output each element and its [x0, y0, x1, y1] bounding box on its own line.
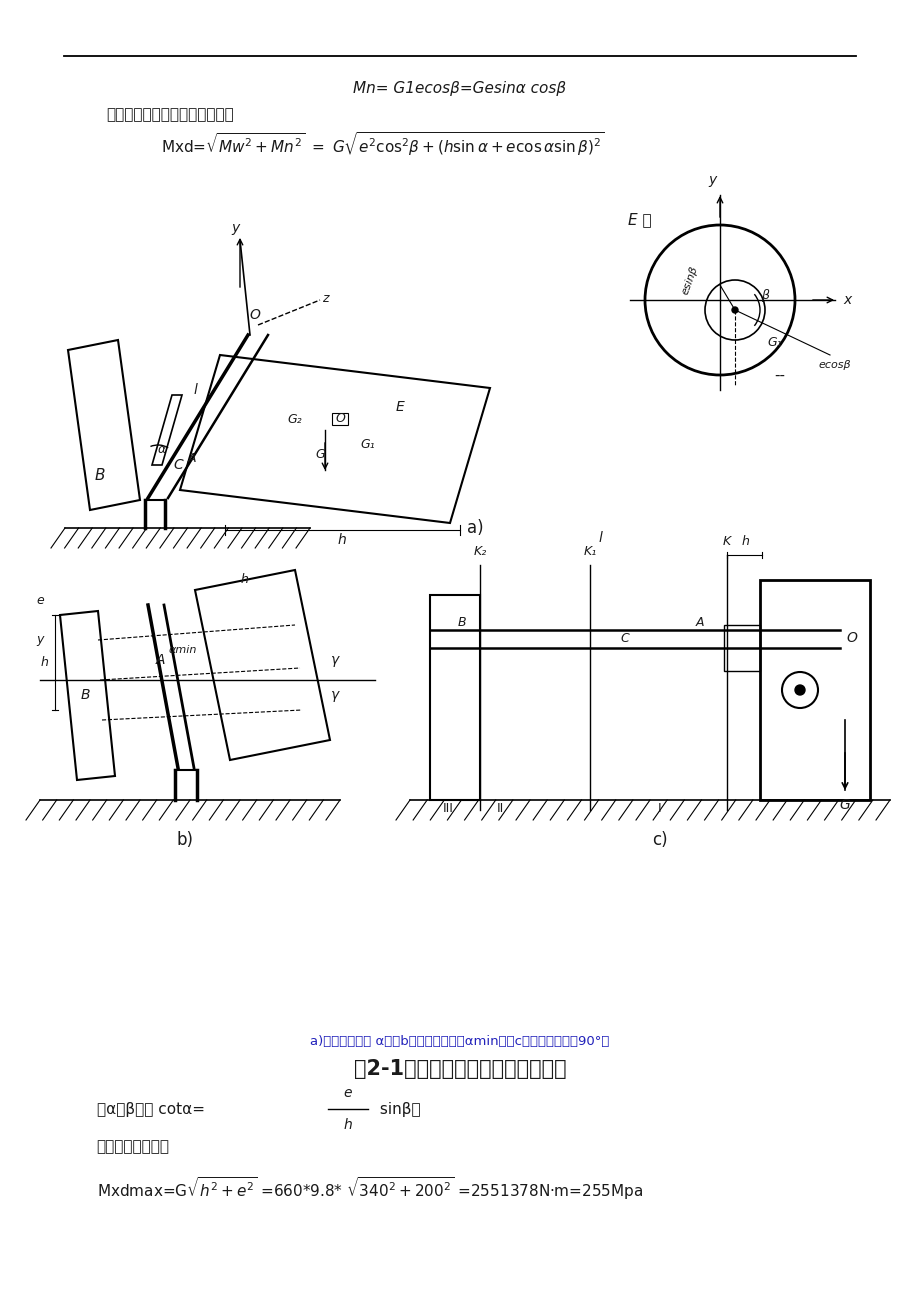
Text: a): a) [466, 519, 482, 536]
Text: B: B [80, 687, 90, 702]
Text: K: K [722, 535, 731, 548]
Text: z: z [322, 292, 328, 305]
Text: e: e [36, 594, 44, 607]
Text: A: A [695, 616, 703, 629]
Text: y: y [707, 173, 715, 187]
Text: h: h [343, 1118, 352, 1133]
Text: h: h [337, 533, 346, 547]
Text: E: E [395, 400, 404, 414]
Text: A: A [187, 452, 196, 465]
Text: γ: γ [331, 687, 339, 702]
Text: c): c) [652, 831, 667, 849]
Text: b): b) [176, 831, 193, 849]
Text: esinβ: esinβ [679, 264, 699, 296]
Text: O: O [249, 309, 260, 322]
Text: 按照第三强度理论折算当量弯矩: 按照第三强度理论折算当量弯矩 [106, 107, 233, 122]
Text: e: e [343, 1086, 352, 1100]
Text: G₁: G₁ [360, 439, 375, 452]
Text: x: x [842, 293, 850, 307]
Text: αmin: αmin [168, 644, 197, 655]
Text: y: y [231, 221, 239, 234]
Text: l: l [193, 383, 197, 397]
Text: O: O [845, 631, 857, 644]
Text: γ: γ [331, 654, 339, 667]
Text: a)回转轴倾角为 α时；b）回转轴倾角为αmin时；c）回转轴倾角为90°时: a)回转轴倾角为 α时；b）回转轴倾角为αmin时；c）回转轴倾角为90°时 [310, 1035, 609, 1048]
Text: 当量弯矩有最大值: 当量弯矩有最大值 [96, 1139, 169, 1155]
Text: α: α [158, 444, 166, 457]
Text: C: C [620, 631, 629, 644]
Text: K₂: K₂ [473, 546, 486, 559]
Text: β: β [760, 289, 768, 302]
Text: II: II [496, 802, 503, 815]
Bar [759, 579, 869, 799]
Text: K₁: K₁ [583, 546, 596, 559]
Text: y: y [36, 634, 43, 647]
Text: C: C [173, 458, 183, 473]
Text: G: G [315, 448, 324, 461]
Text: 当α与β满足 cotα=: 当α与β满足 cotα= [96, 1101, 204, 1117]
Ellipse shape [794, 685, 804, 695]
Text: --: -- [774, 367, 785, 383]
Text: sinβ时: sinβ时 [375, 1101, 421, 1117]
Text: E 向: E 向 [628, 212, 651, 228]
Text: Mxdmax=G$\sqrt{h^2+e^2}$ =660*9.8* $\sqrt{340^2+200^2}$ =2551378N·m=255Mpa: Mxdmax=G$\sqrt{h^2+e^2}$ =660*9.8* $\sqr… [96, 1176, 642, 1202]
Text: 图2-1焊接变位机回转机构受力状态: 图2-1焊接变位机回转机构受力状态 [353, 1059, 566, 1079]
Text: h: h [41, 656, 49, 669]
Text: ecosβ: ecosβ [818, 359, 850, 370]
Text: h: h [241, 573, 249, 586]
Text: G₂: G₂ [288, 414, 302, 427]
Text: I: I [657, 802, 661, 815]
Text: A: A [155, 654, 165, 667]
Bar [723, 625, 759, 671]
Text: G: G [839, 798, 849, 812]
Text: h: h [741, 535, 748, 548]
Text: O: O [335, 411, 345, 424]
Ellipse shape [732, 307, 737, 312]
Text: B: B [95, 467, 105, 483]
Bar [429, 595, 480, 799]
Text: G₁: G₁ [766, 336, 781, 349]
Text: B: B [457, 616, 466, 629]
Text: Mxd=$\sqrt{Mw^2+Mn^2}\ =\ G\sqrt{e^2\cos^2\!\beta+(h\sin\alpha+e\cos\alpha\sin\b: Mxd=$\sqrt{Mw^2+Mn^2}\ =\ G\sqrt{e^2\cos… [161, 130, 604, 159]
Text: l: l [597, 531, 601, 546]
Text: Mn= G1ecosβ=Gesinα cosβ: Mn= G1ecosβ=Gesinα cosβ [353, 81, 566, 96]
Text: III: III [442, 802, 453, 815]
